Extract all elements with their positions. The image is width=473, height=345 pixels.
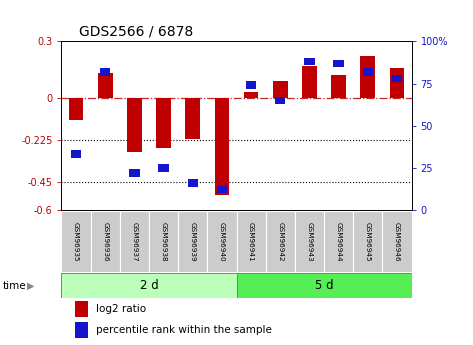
Bar [178, 211, 207, 272]
Bar [360, 56, 375, 98]
Bar [304, 58, 315, 66]
Bar [246, 81, 256, 89]
Bar [76, 301, 88, 317]
Text: 2 d: 2 d [140, 279, 158, 292]
Bar [266, 211, 295, 272]
Text: GSM96944: GSM96944 [335, 221, 342, 261]
Bar [120, 211, 149, 272]
Bar [302, 66, 317, 98]
Bar [100, 68, 110, 76]
Text: GSM96946: GSM96946 [394, 221, 400, 261]
Bar [217, 186, 227, 194]
Bar [156, 98, 171, 148]
Bar [98, 73, 113, 98]
Bar [61, 273, 236, 298]
Bar [69, 98, 83, 120]
Text: log2 ratio: log2 ratio [96, 304, 147, 314]
Bar [353, 211, 382, 272]
Bar [324, 211, 353, 272]
Bar [185, 98, 200, 139]
Bar [149, 211, 178, 272]
Bar [236, 211, 266, 272]
Text: time: time [2, 280, 26, 290]
Bar [127, 98, 142, 152]
Text: GSM96945: GSM96945 [365, 221, 371, 261]
Text: GSM96943: GSM96943 [307, 221, 313, 261]
Text: ▶: ▶ [27, 280, 35, 290]
Bar [236, 273, 412, 298]
Bar [331, 75, 346, 98]
Bar [382, 211, 412, 272]
Bar [244, 92, 258, 98]
Text: 5 d: 5 d [315, 279, 333, 292]
Text: GSM96941: GSM96941 [248, 221, 254, 261]
Bar [275, 97, 285, 104]
Bar [76, 322, 88, 338]
Text: GSM96942: GSM96942 [277, 221, 283, 261]
Text: GSM96939: GSM96939 [190, 221, 196, 261]
Bar [215, 98, 229, 195]
Text: percentile rank within the sample: percentile rank within the sample [96, 325, 272, 335]
Bar [273, 81, 288, 98]
Bar [188, 179, 198, 187]
Text: GSM96936: GSM96936 [102, 221, 108, 261]
Bar [333, 59, 344, 67]
Text: GSM96940: GSM96940 [219, 221, 225, 261]
Bar [71, 150, 81, 158]
Bar [61, 211, 91, 272]
Bar [392, 75, 402, 82]
Text: GSM96937: GSM96937 [131, 221, 138, 261]
Bar [390, 68, 404, 98]
Bar [158, 164, 169, 171]
Bar [363, 68, 373, 76]
Bar [91, 211, 120, 272]
Bar [295, 211, 324, 272]
Bar [129, 169, 140, 177]
Text: GSM96938: GSM96938 [160, 221, 166, 261]
Text: GDS2566 / 6878: GDS2566 / 6878 [79, 25, 193, 39]
Bar [207, 211, 236, 272]
Text: GSM96935: GSM96935 [73, 221, 79, 261]
